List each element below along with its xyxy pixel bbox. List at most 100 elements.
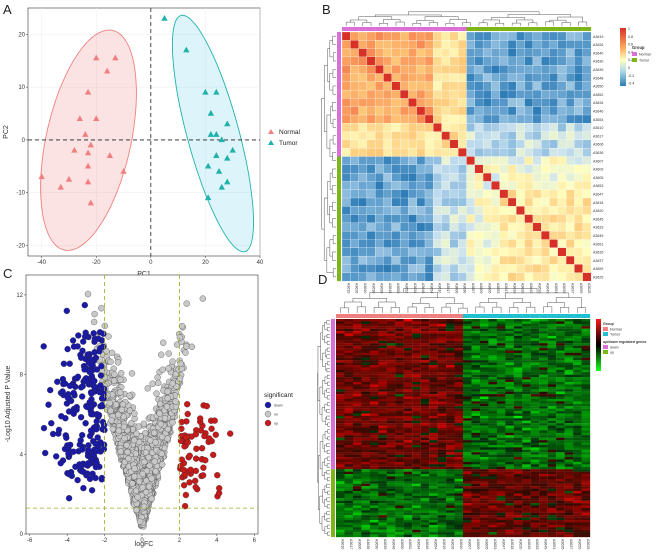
correlation-cell	[541, 156, 550, 166]
correlation-cell	[474, 98, 484, 107]
deg-cell	[386, 365, 396, 368]
volcano-point-no	[164, 388, 171, 395]
deg-dendrogram-branch	[340, 307, 349, 313]
correlation-cell	[433, 272, 442, 282]
correlation-cell	[466, 65, 476, 74]
deg-cell	[471, 394, 481, 397]
deg-cell	[463, 362, 472, 366]
deg-cell	[522, 420, 531, 424]
correlation-dendrogram-branch	[362, 22, 372, 26]
deg-row-annotation-down	[331, 319, 335, 470]
deg-cell	[336, 442, 345, 446]
deg-cell	[463, 333, 472, 337]
deg-cell	[513, 372, 523, 375]
volcano-point-no	[183, 343, 190, 350]
deg-cell	[429, 408, 438, 412]
volcano-point-down	[57, 460, 64, 467]
correlation-col-group-cell	[350, 27, 359, 31]
deg-cell	[437, 321, 447, 324]
deg-cell	[463, 377, 472, 380]
correlation-column-dendrogram	[345, 11, 588, 26]
correlation-column-label: A3619	[346, 283, 350, 293]
deg-cell	[437, 386, 447, 390]
correlation-cell	[416, 40, 426, 49]
deg-cell	[471, 440, 481, 443]
deg-cell	[505, 391, 514, 395]
correlation-cell	[341, 222, 351, 232]
deg-cell	[496, 321, 506, 324]
correlation-row-label: A3636	[593, 151, 603, 155]
correlation-cell	[474, 181, 484, 190]
correlation-cell	[441, 65, 451, 74]
deg-cell	[564, 384, 574, 387]
correlation-cell	[375, 31, 384, 41]
correlation-cell	[574, 181, 583, 190]
correlation-cell	[424, 247, 434, 257]
deg-cell	[513, 321, 523, 324]
deg-cell	[522, 338, 531, 341]
deg-dendrogram-branch	[407, 306, 417, 313]
correlation-cell	[516, 89, 525, 99]
deg-cell	[479, 411, 489, 414]
deg-cell	[429, 369, 438, 373]
correlation-cell	[499, 164, 509, 174]
deg-cell	[420, 319, 430, 322]
deg-dendrogram-branch	[327, 531, 330, 536]
deg-cell	[479, 394, 489, 397]
deg-cell	[513, 381, 523, 385]
correlation-cell	[399, 239, 409, 249]
deg-cell	[530, 437, 540, 441]
deg-cell	[361, 394, 371, 397]
correlation-cell	[466, 156, 476, 166]
deg-cell	[505, 326, 514, 329]
correlation-cell	[507, 73, 517, 83]
correlation-cell	[466, 189, 476, 199]
pca-point-normal	[84, 149, 92, 156]
correlation-cell	[565, 156, 575, 166]
deg-cell	[336, 367, 345, 371]
deg-cell	[386, 418, 396, 421]
deg-cell	[446, 381, 455, 385]
correlation-cell	[350, 272, 359, 282]
correlation-cell	[474, 189, 484, 199]
deg-cell	[479, 403, 489, 407]
deg-cell	[454, 440, 464, 443]
correlation-cell	[499, 197, 509, 207]
correlation-cell	[491, 272, 500, 282]
volcano-point-down	[66, 382, 74, 390]
correlation-cell	[416, 56, 426, 66]
deg-cell	[471, 381, 481, 385]
correlation-cell	[474, 56, 484, 66]
volcano-point-no	[108, 349, 116, 357]
deg-cell	[573, 350, 582, 354]
deg-cell	[378, 362, 387, 366]
volcano-point-no	[128, 420, 135, 427]
deg-cell	[530, 348, 540, 351]
correlation-cell	[491, 40, 500, 49]
deg-cell	[454, 403, 464, 407]
correlation-cell	[366, 139, 376, 149]
deg-cell	[352, 335, 362, 339]
correlation-cell	[524, 148, 534, 157]
volcano-point-up	[180, 482, 188, 489]
correlation-cell	[491, 264, 500, 273]
deg-cell	[488, 331, 498, 334]
deg-cell	[513, 415, 523, 419]
deg-cell	[352, 381, 362, 385]
deg-cell	[412, 343, 421, 346]
correlation-cell	[507, 114, 517, 124]
correlation-cell	[557, 131, 567, 141]
volcano-y-tick-label: 4	[20, 452, 24, 458]
deg-cell	[412, 408, 421, 412]
correlation-cell	[441, 272, 451, 282]
correlation-col-group-cell	[358, 27, 367, 31]
deg-cell	[496, 396, 506, 400]
correlation-cell	[565, 239, 575, 249]
deg-cell	[573, 321, 582, 324]
deg-cell	[336, 430, 345, 433]
deg-cell	[505, 428, 514, 431]
deg-cell	[336, 384, 345, 387]
deg-cell	[412, 394, 421, 397]
deg-cell	[403, 357, 413, 361]
